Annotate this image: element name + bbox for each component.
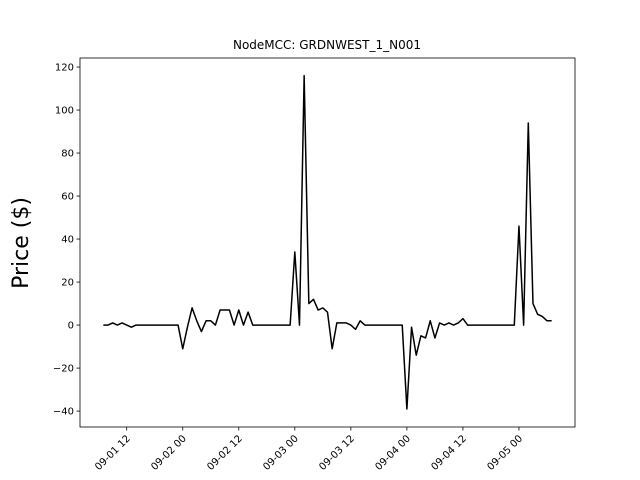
x-tick-label: 09-03 00 bbox=[261, 433, 301, 473]
x-tick-label: 09-05 00 bbox=[486, 433, 526, 473]
x-tick-label: 09-01 12 bbox=[93, 433, 133, 473]
y-tick-label: 80 bbox=[61, 149, 74, 160]
y-tick-label: −20 bbox=[53, 364, 74, 375]
chart-title: NodeMCC: GRDNWEST_1_N001 bbox=[233, 38, 421, 52]
x-tick-label: 09-04 12 bbox=[429, 433, 469, 473]
y-tick-label: 40 bbox=[61, 235, 74, 246]
y-tick-label: 60 bbox=[61, 192, 74, 203]
x-tick-label: 09-04 00 bbox=[373, 433, 413, 473]
y-axis-label: Price ($) bbox=[9, 197, 34, 289]
y-tick-label: 20 bbox=[61, 278, 74, 289]
x-tick-label: 09-02 00 bbox=[149, 433, 189, 473]
y-tick-label: 120 bbox=[55, 63, 74, 74]
plot-frame bbox=[79, 57, 576, 428]
y-tick-label: −40 bbox=[53, 407, 74, 418]
y-tick-label: 100 bbox=[55, 106, 74, 117]
x-tick-label: 09-03 12 bbox=[317, 433, 357, 473]
x-tick-label: 09-02 12 bbox=[205, 433, 245, 473]
y-tick-label: 0 bbox=[68, 321, 74, 332]
line-series bbox=[103, 74, 552, 410]
